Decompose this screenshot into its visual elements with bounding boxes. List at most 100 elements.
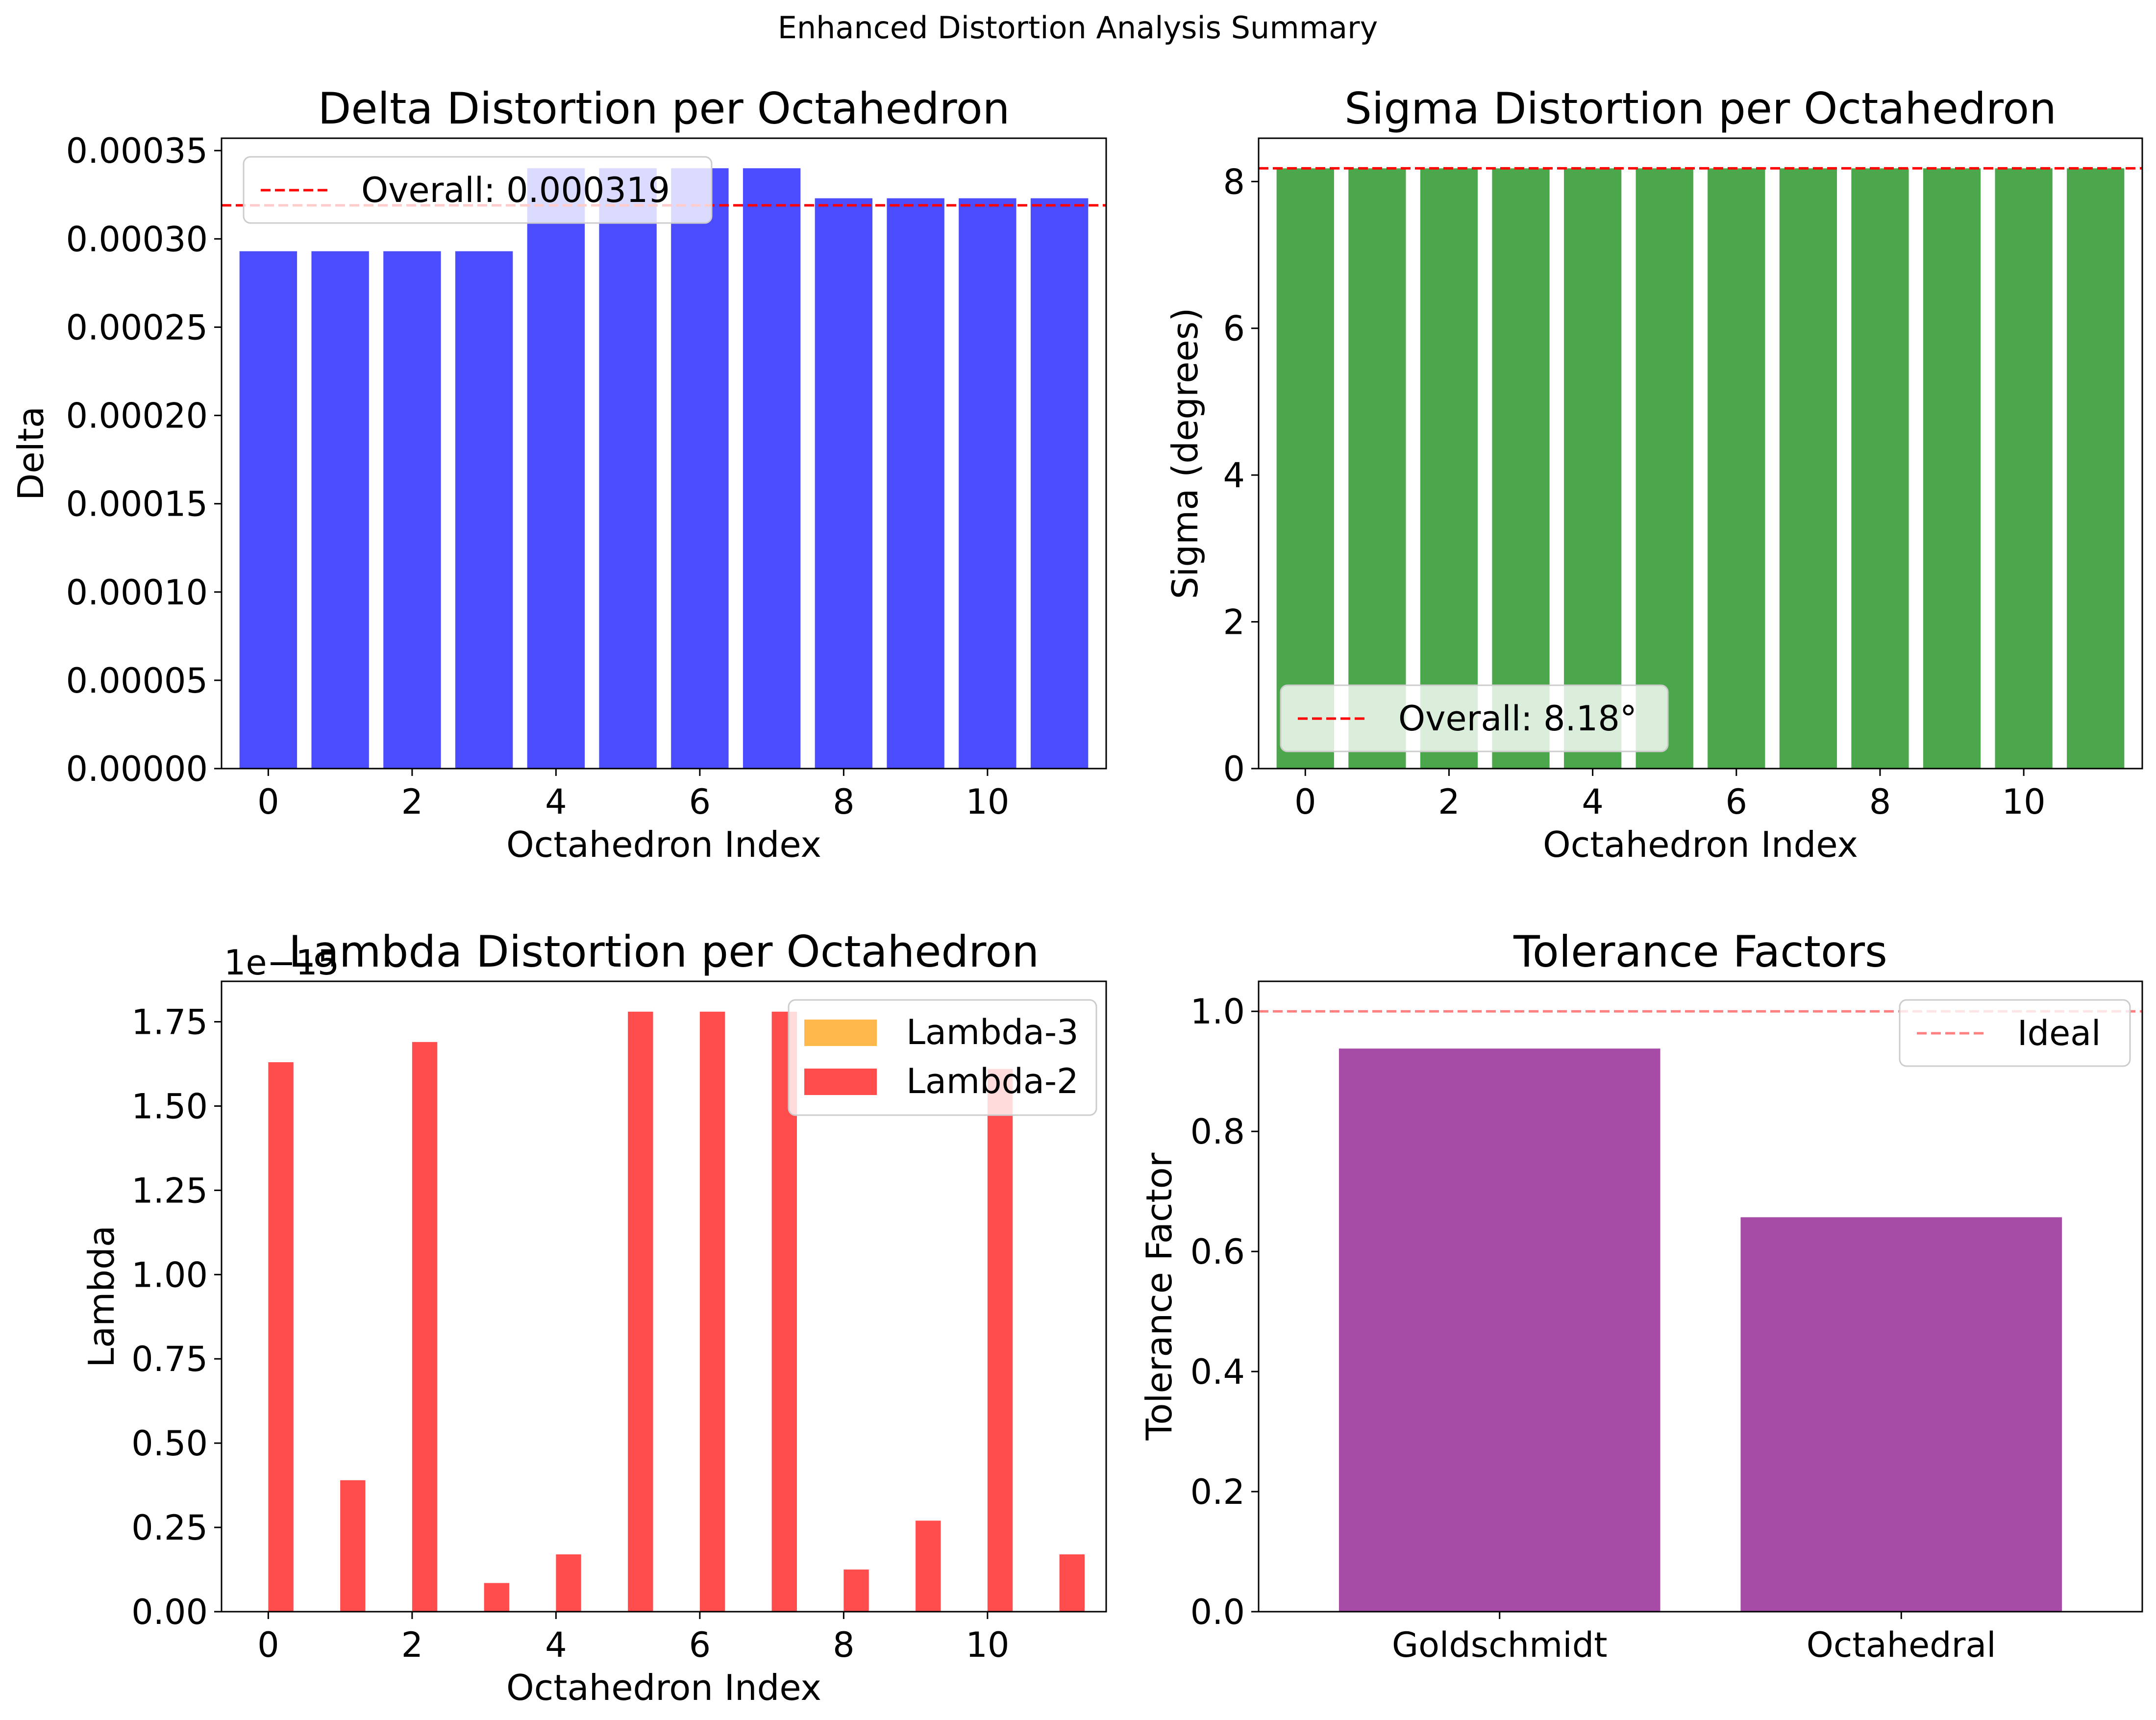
legend-box-delta bbox=[243, 156, 713, 224]
title-sigma: Sigma Distortion per Octahedron bbox=[1344, 83, 2057, 134]
ytick-label-lambda-2: 0.50 bbox=[131, 1423, 208, 1464]
xtick-label-lambda-4: 8 bbox=[833, 1625, 855, 1665]
ytick-label-delta-2: 0.00010 bbox=[66, 573, 208, 613]
bar-lambda-lambda-2-2 bbox=[412, 1042, 438, 1612]
ytick-label-tolerance-1: 0.2 bbox=[1190, 1472, 1245, 1512]
bar-delta-3 bbox=[455, 251, 513, 769]
ytick-label-delta-3: 0.00015 bbox=[66, 484, 208, 524]
legend-lambda: Lambda-3 Lambda-2 bbox=[788, 999, 1097, 1116]
xlabel-lambda: Octahedron Index bbox=[506, 1667, 821, 1708]
bar-delta-4 bbox=[527, 168, 585, 769]
bar-sigma-9 bbox=[1923, 168, 1981, 769]
bar-sigma-10 bbox=[1995, 168, 2053, 769]
bar-lambda-lambda-2-9 bbox=[916, 1521, 941, 1612]
xtick-label-sigma-4: 8 bbox=[1869, 782, 1891, 822]
axes-frame-sigma bbox=[1258, 137, 2143, 770]
legend-label-tolerance: Ideal bbox=[2017, 1013, 2101, 1053]
xtick-label-delta-5: 10 bbox=[966, 782, 1009, 822]
bar-sigma-6 bbox=[1708, 168, 1765, 769]
xtick-label-delta-0: 0 bbox=[257, 782, 279, 822]
bar-sigma-3 bbox=[1492, 168, 1550, 769]
legend-swatch-lambda-1 bbox=[804, 1069, 877, 1095]
legend-sigma: Overall: 8.18° bbox=[1280, 684, 1669, 752]
bar-tolerance-0 bbox=[1338, 1048, 1660, 1612]
ytick-label-delta-1: 0.00005 bbox=[66, 661, 208, 701]
axes-frame-lambda bbox=[221, 980, 1107, 1613]
ytick-label-lambda-3: 0.75 bbox=[131, 1339, 208, 1379]
legend-delta: Overall: 0.000319 bbox=[243, 156, 713, 224]
ytick-label-lambda-1: 0.25 bbox=[131, 1508, 208, 1548]
bar-lambda-lambda-2-5 bbox=[628, 1011, 653, 1612]
ytick-label-tolerance-3: 0.6 bbox=[1190, 1232, 1245, 1272]
bar-lambda-lambda-2-4 bbox=[556, 1554, 581, 1612]
bar-delta-1 bbox=[311, 251, 369, 769]
bar-lambda-lambda-2-10 bbox=[987, 1069, 1013, 1612]
xtick-label-sigma-3: 6 bbox=[1726, 782, 1748, 822]
bar-lambda-lambda-2-3 bbox=[484, 1583, 509, 1612]
ytick-label-delta-0: 0.00000 bbox=[66, 749, 208, 789]
xtick-label-sigma-1: 2 bbox=[1438, 782, 1460, 822]
chart-tolerance: 0.0 0.2 0.4 0.6 0.8 1.0 Goldschmidt Octahedral T… bbox=[1139, 926, 2143, 1665]
xtick-label-sigma-5: 10 bbox=[2002, 782, 2046, 822]
ytick-label-lambda-5: 1.25 bbox=[131, 1171, 208, 1211]
xtick-label-lambda-1: 2 bbox=[401, 1625, 423, 1665]
xtick-label-sigma-2: 4 bbox=[1582, 782, 1604, 822]
axes-frame-delta bbox=[221, 137, 1107, 770]
bar-tolerance-1 bbox=[1740, 1217, 2062, 1612]
ytick-label-sigma-4: 8 bbox=[1223, 162, 1245, 202]
bar-lambda-lambda-2-1 bbox=[340, 1480, 366, 1612]
ytick-label-lambda-7: 1.75 bbox=[131, 1002, 208, 1043]
ylabel-delta: Delta bbox=[10, 406, 51, 500]
legend-swatch-lambda-0 bbox=[804, 1020, 877, 1046]
ytick-label-sigma-1: 2 bbox=[1223, 602, 1245, 643]
ytick-label-lambda-4: 1.00 bbox=[131, 1255, 208, 1295]
bar-sigma-0 bbox=[1276, 168, 1334, 769]
xtick-label-tolerance-0: Goldschmidt bbox=[1392, 1625, 1608, 1665]
chart-sigma: 0 2 4 6 8 0 2 4 6 8 10 Sigma Distortion per Octahed… bbox=[1165, 83, 2143, 865]
offset-text-lambda: 1e−15 bbox=[224, 943, 339, 983]
xtick-label-tolerance-1: Octahedral bbox=[1807, 1625, 1996, 1665]
bar-sigma-2 bbox=[1420, 168, 1478, 769]
bar-sigma-8 bbox=[1851, 168, 1909, 769]
ytick-label-delta-6: 0.00030 bbox=[66, 219, 208, 259]
xtick-label-lambda-3: 6 bbox=[689, 1625, 711, 1665]
xtick-label-delta-1: 2 bbox=[401, 782, 423, 822]
legend-label-delta: Overall: 0.000319 bbox=[361, 170, 670, 210]
ylabel-sigma: Sigma (degrees) bbox=[1165, 308, 1206, 599]
xtick-label-delta-4: 8 bbox=[833, 782, 855, 822]
xtick-label-delta-3: 6 bbox=[689, 782, 711, 822]
bar-delta-11 bbox=[1030, 198, 1089, 769]
legend-box-tolerance bbox=[1899, 999, 2131, 1067]
xtick-label-delta-2: 4 bbox=[545, 782, 567, 822]
title-delta: Delta Distortion per Octahedron bbox=[318, 83, 1010, 134]
xlabel-delta: Octahedron Index bbox=[506, 824, 821, 865]
ytick-label-sigma-3: 6 bbox=[1223, 309, 1245, 349]
bar-lambda-lambda-2-8 bbox=[843, 1570, 869, 1612]
legend-label-lambda-0: Lambda-3 bbox=[906, 1012, 1079, 1052]
legend-box-sigma bbox=[1280, 684, 1669, 752]
ytick-label-lambda-6: 1.50 bbox=[131, 1086, 208, 1126]
xtick-label-sigma-0: 0 bbox=[1294, 782, 1316, 822]
ytick-label-delta-7: 0.00035 bbox=[66, 131, 208, 171]
bar-sigma-11 bbox=[2067, 168, 2125, 769]
bar-delta-10 bbox=[959, 198, 1016, 769]
ytick-label-tolerance-0: 0.0 bbox=[1190, 1592, 1245, 1632]
bar-delta-5 bbox=[599, 168, 657, 769]
legend-tolerance: Ideal bbox=[1899, 999, 2131, 1067]
ytick-label-tolerance-2: 0.4 bbox=[1190, 1352, 1245, 1392]
bar-delta-8 bbox=[815, 198, 873, 769]
bar-delta-2 bbox=[383, 251, 441, 769]
legend-label-sigma: Overall: 8.18° bbox=[1398, 698, 1637, 739]
ytick-label-delta-4: 0.00020 bbox=[66, 396, 208, 436]
axes-frame-tolerance bbox=[1258, 980, 2143, 1613]
xlabel-sigma: Octahedron Index bbox=[1543, 824, 1858, 865]
bar-lambda-lambda-2-11 bbox=[1059, 1554, 1085, 1612]
bar-sigma-1 bbox=[1348, 168, 1406, 769]
bar-lambda-lambda-2-0 bbox=[268, 1062, 294, 1612]
title-lambda: Lambda Distortion per Octahedron bbox=[289, 926, 1039, 977]
xtick-label-lambda-0: 0 bbox=[257, 1625, 279, 1665]
xtick-label-lambda-2: 4 bbox=[545, 1625, 567, 1665]
bar-delta-6 bbox=[671, 168, 729, 769]
bar-lambda-lambda-2-6 bbox=[699, 1011, 725, 1612]
